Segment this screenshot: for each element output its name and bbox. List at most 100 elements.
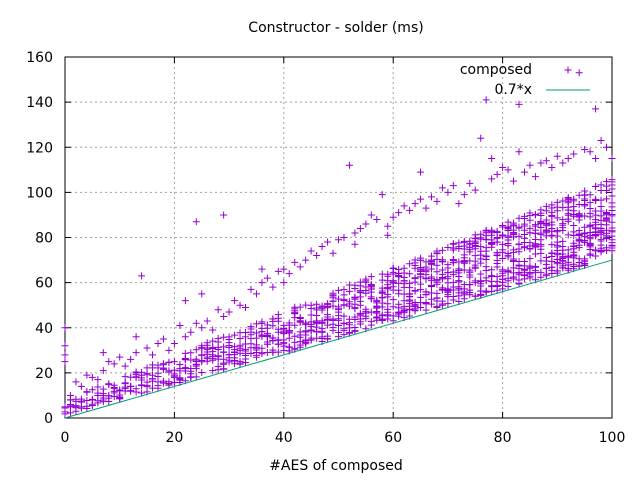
data-point bbox=[542, 264, 550, 272]
data-point bbox=[406, 270, 414, 278]
data-point bbox=[422, 306, 430, 314]
data-point bbox=[603, 187, 611, 195]
data-point bbox=[531, 226, 539, 234]
data-point bbox=[411, 259, 419, 267]
data-point bbox=[433, 277, 441, 285]
data-point bbox=[280, 265, 288, 273]
data-point bbox=[499, 164, 507, 172]
data-point bbox=[345, 161, 353, 169]
data-point bbox=[586, 213, 594, 221]
data-point bbox=[493, 282, 501, 290]
data-point bbox=[586, 191, 594, 199]
data-point bbox=[159, 361, 167, 369]
data-point bbox=[499, 222, 507, 230]
y-tick-label: 40 bbox=[35, 321, 53, 337]
data-point bbox=[389, 264, 397, 272]
data-point bbox=[581, 230, 589, 238]
x-tick-label: 40 bbox=[275, 430, 293, 446]
data-point bbox=[570, 251, 578, 259]
data-point bbox=[482, 274, 490, 282]
data-point bbox=[291, 345, 299, 353]
data-point bbox=[504, 274, 512, 282]
data-point bbox=[471, 186, 479, 194]
data-point bbox=[586, 233, 594, 241]
data-point bbox=[603, 226, 611, 234]
data-point bbox=[395, 209, 403, 217]
data-point bbox=[570, 242, 578, 250]
data-point bbox=[597, 136, 605, 144]
data-point bbox=[537, 218, 545, 226]
y-tick-label: 140 bbox=[26, 95, 53, 111]
data-point bbox=[389, 296, 397, 304]
data-point bbox=[406, 290, 414, 298]
x-tick-label: 80 bbox=[494, 430, 512, 446]
x-tick-label: 20 bbox=[165, 430, 183, 446]
data-point bbox=[285, 319, 293, 327]
data-point bbox=[564, 195, 572, 203]
data-point bbox=[324, 238, 332, 246]
data-point bbox=[553, 152, 561, 160]
data-point bbox=[362, 314, 370, 322]
data-point bbox=[406, 260, 414, 268]
data-point bbox=[581, 146, 589, 154]
data-point bbox=[444, 300, 452, 308]
data-point bbox=[510, 222, 518, 230]
y-tick-label: 0 bbox=[44, 411, 53, 427]
data-point bbox=[482, 263, 490, 271]
data-point bbox=[291, 338, 299, 346]
data-point bbox=[110, 384, 118, 392]
data-point bbox=[449, 278, 457, 286]
data-point bbox=[340, 312, 348, 320]
data-point bbox=[159, 379, 167, 387]
data-point bbox=[307, 301, 315, 309]
data-point bbox=[378, 316, 386, 324]
data-point bbox=[88, 373, 96, 381]
data-point bbox=[351, 293, 359, 301]
data-point bbox=[258, 265, 266, 273]
data-point bbox=[488, 155, 496, 163]
data-point bbox=[581, 223, 589, 231]
y-tick-label: 80 bbox=[35, 231, 53, 247]
data-point bbox=[88, 396, 96, 404]
data-point bbox=[504, 268, 512, 276]
data-point bbox=[477, 290, 485, 298]
data-point bbox=[373, 304, 381, 312]
data-point bbox=[176, 375, 184, 383]
data-point bbox=[72, 378, 80, 386]
data-point bbox=[504, 282, 512, 290]
data-point bbox=[105, 394, 113, 402]
data-point bbox=[335, 236, 342, 244]
data-point bbox=[225, 308, 233, 316]
data-point bbox=[608, 236, 616, 244]
data-point bbox=[444, 273, 452, 281]
data-point bbox=[504, 250, 512, 258]
data-point bbox=[592, 216, 600, 224]
data-point bbox=[291, 321, 299, 329]
data-point bbox=[274, 317, 282, 325]
data-point bbox=[406, 300, 414, 308]
data-point bbox=[274, 348, 282, 356]
data-point bbox=[493, 234, 501, 242]
data-point bbox=[66, 409, 74, 417]
data-point bbox=[313, 252, 321, 260]
data-point bbox=[61, 408, 69, 416]
axis-ticks: 0 20 40 60 80 100 0 20 40 60 80 100 120 140 160 bbox=[26, 50, 625, 446]
data-point bbox=[165, 378, 173, 386]
data-point bbox=[220, 365, 228, 373]
data-point bbox=[291, 307, 299, 315]
data-point bbox=[575, 262, 583, 270]
data-point bbox=[482, 288, 490, 296]
data-point bbox=[433, 268, 441, 276]
data-point bbox=[537, 249, 545, 257]
data-point bbox=[313, 300, 321, 308]
data-point bbox=[471, 264, 479, 272]
data-point bbox=[209, 326, 217, 334]
data-point bbox=[351, 327, 359, 335]
data-point bbox=[570, 195, 578, 203]
data-point bbox=[258, 350, 266, 358]
data-point bbox=[356, 224, 364, 232]
legend-plus-marker bbox=[564, 66, 572, 74]
data-point bbox=[367, 273, 375, 281]
data-point bbox=[138, 272, 146, 280]
data-point bbox=[592, 155, 600, 163]
